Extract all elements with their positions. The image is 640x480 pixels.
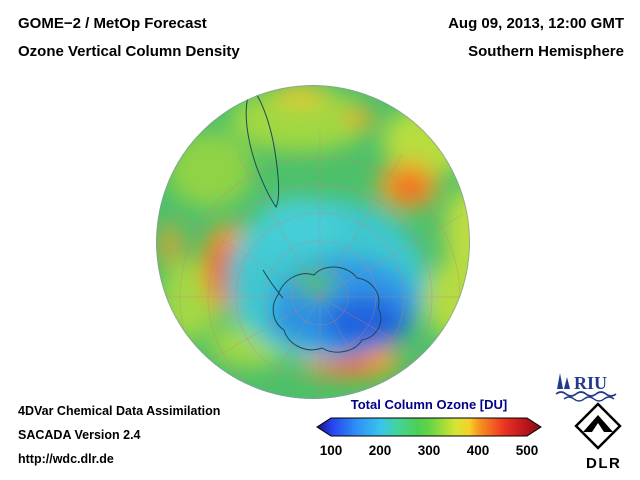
globe-rim	[156, 85, 470, 399]
colorbar-tick-500: 500	[515, 443, 539, 458]
url-label: http://wdc.dlr.de	[18, 452, 114, 466]
header-right: Aug 09, 2013, 12:00 GMT Southern Hemisph…	[448, 10, 624, 66]
colorbar-tick-400: 400	[466, 443, 490, 458]
hemisphere-label: Southern Hemisphere	[468, 43, 624, 60]
colorbar-tick-200: 200	[368, 443, 392, 458]
riu-logo-text: RIU	[574, 373, 607, 393]
colorbar-tick-300: 300	[417, 443, 441, 458]
footer-info: 4DVar Chemical Data Assimilation SACADA …	[18, 399, 220, 471]
product-title: GOME−2 / MetOp Forecast	[18, 15, 207, 32]
colorbar-tick-100: 100	[319, 443, 343, 458]
datetime-label: Aug 09, 2013, 12:00 GMT	[448, 15, 624, 32]
version-label: SACADA Version 2.4	[18, 428, 141, 442]
dlr-logo-text: DLR	[586, 455, 621, 472]
assimilation-label: 4DVar Chemical Data Assimilation	[18, 404, 221, 418]
dlr-logo: DLR	[574, 402, 622, 472]
wave-line-icon	[563, 396, 615, 402]
south-america-outline	[245, 91, 279, 208]
dlr-arrow-icon	[583, 415, 613, 432]
colorbar-title: Total Column Ozone [DU]	[350, 397, 508, 412]
antarctic-peninsula-outline	[262, 269, 284, 299]
wave-line-icon	[555, 391, 617, 397]
colorbar	[316, 417, 542, 437]
antarctica-outline	[272, 266, 382, 353]
colorbar-gradient-bar	[316, 417, 542, 437]
riu-logo: RIU	[555, 373, 617, 402]
product-subtitle: Ozone Vertical Column Density	[18, 43, 240, 60]
header-left: GOME−2 / MetOp Forecast Ozone Vertical C…	[18, 10, 240, 66]
cathedral-icon	[557, 373, 570, 389]
dlr-diamond-icon	[574, 402, 622, 450]
